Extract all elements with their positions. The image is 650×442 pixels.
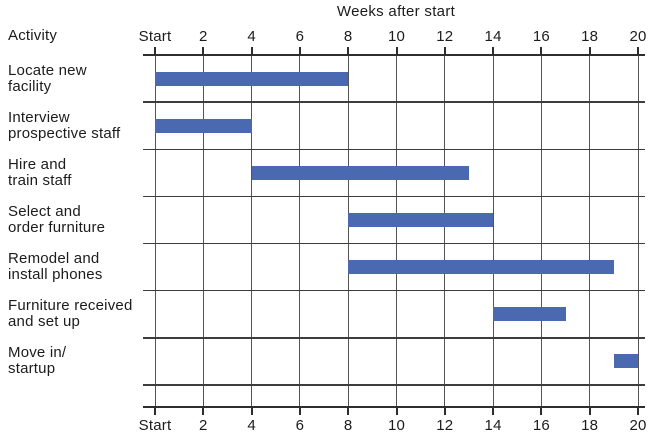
- activity-label-line: and set up: [8, 313, 81, 331]
- bottom-tick-4: [250, 407, 253, 415]
- bottom-tick-2: [202, 407, 205, 415]
- top-tick-12: [443, 47, 446, 55]
- bottom-axis-label-14: 14: [484, 417, 502, 434]
- activity-label-line: Move in/: [8, 344, 67, 362]
- top-tick-18: [588, 47, 591, 55]
- bottom-axis-label-6: 6: [295, 417, 305, 434]
- activity-label-row-7: Move in/startup: [8, 345, 153, 377]
- top-axis-label-2: 2: [199, 28, 208, 45]
- gridline-week-16: [540, 55, 542, 407]
- gridline-week-8: [347, 55, 349, 407]
- gridline-week-12: [444, 55, 446, 407]
- bottom-tick-18: [588, 407, 591, 415]
- bottom-axis-label-10: 10: [387, 417, 406, 434]
- activity-label-line: Furniture received: [8, 297, 133, 315]
- bottom-axis-label-2: 2: [199, 417, 208, 434]
- activity-label-line: prospective staff: [8, 124, 121, 142]
- bottom-tick-Start: [154, 407, 156, 415]
- top-tick-16: [540, 47, 543, 55]
- row-separator-4: [143, 242, 645, 245]
- top-axis-label-8: 8: [343, 28, 353, 45]
- activity-label-line: order furniture: [8, 219, 106, 236]
- activity-label-row-1: Locate new facility: [8, 61, 153, 95]
- top-axis-label-14: 14: [484, 28, 502, 45]
- gridline-week-2: [202, 55, 204, 407]
- activity-label-row-5: Remodel and install phones: [8, 251, 153, 283]
- bottom-tick-16: [540, 407, 543, 415]
- bottom-axis-label-4: 4: [247, 417, 256, 434]
- row-separator-1: [143, 101, 645, 103]
- top-axis-label-16: 16: [532, 28, 550, 45]
- activity-label-line: Remodel and: [8, 250, 100, 268]
- top-axis-label-4: 4: [247, 28, 256, 45]
- bottom-tick-20: [637, 407, 639, 415]
- top-axis-label-Start: Start: [138, 28, 172, 45]
- gridline-week-4: [251, 55, 253, 407]
- top-tick-2: [202, 47, 205, 55]
- bottom-tick-12: [443, 407, 446, 415]
- bottom-tick-8: [347, 407, 350, 415]
- row-separator-3: [143, 195, 645, 198]
- row-separator-7: [143, 384, 645, 386]
- gantt-bar-row-7: [613, 354, 638, 369]
- top-tick-Start: [154, 47, 156, 55]
- gantt-bar-row-2: [155, 118, 252, 133]
- bottom-axis-label-20: 20: [629, 417, 647, 434]
- gridline-week-6: [299, 55, 301, 407]
- activity-label-line: startup: [8, 360, 56, 378]
- top-tick-20: [637, 47, 639, 55]
- gantt-bar-row-6: [493, 307, 566, 322]
- gantt-bar-row-4: [348, 213, 494, 227]
- bottom-axis-label-8: 8: [343, 417, 353, 434]
- gridline-week-Start: [154, 55, 156, 407]
- activity-label-row-4: Select and order furniture: [8, 204, 153, 236]
- activity-label-line: Hire and: [8, 155, 67, 173]
- activity-label-row-3: Hire and train staff: [8, 155, 153, 189]
- top-axis-line: [143, 54, 645, 56]
- bottom-tick-14: [492, 407, 495, 415]
- activity-label-line: facility: [8, 77, 52, 95]
- activity-label-line: train staff: [8, 171, 72, 189]
- top-tick-8: [347, 47, 350, 55]
- row-separator-6: [143, 337, 645, 339]
- bottom-axis-label-16: 16: [532, 417, 550, 434]
- top-axis-label-12: 12: [436, 28, 454, 45]
- activity-label-line: install phones: [8, 266, 103, 284]
- top-axis-label-18: 18: [581, 28, 599, 45]
- bottom-axis-label-18: 18: [581, 417, 599, 434]
- top-axis-label-10: 10: [387, 28, 406, 45]
- gantt-bar-row-3: [251, 165, 469, 180]
- row-separator-5: [143, 289, 645, 292]
- activity-label-line: Locate new: [8, 61, 87, 79]
- top-tick-14: [492, 47, 495, 55]
- top-tick-6: [298, 47, 301, 55]
- top-axis-label-20: 20: [629, 28, 647, 45]
- top-axis-label-6: 6: [295, 28, 305, 45]
- gridline-week-10: [396, 55, 397, 407]
- bottom-axis-label-Start: Start: [138, 417, 172, 434]
- top-tick-4: [250, 47, 253, 55]
- gridline-week-14: [492, 55, 494, 407]
- bottom-tick-6: [298, 407, 301, 415]
- bottom-axis-label-12: 12: [436, 417, 454, 434]
- activity-column-header: Activity: [8, 27, 58, 44]
- bottom-tick-10: [395, 407, 398, 415]
- row-separator-2: [143, 148, 645, 151]
- gridline-week-18: [589, 55, 591, 407]
- activity-label-line: Select and: [8, 203, 81, 220]
- gantt-bar-row-1: [155, 71, 349, 86]
- top-tick-10: [395, 47, 398, 55]
- activity-label-row-2: Interview prospective staff: [8, 108, 153, 142]
- gridline-week-20: [637, 55, 639, 407]
- bottom-axis-line: [143, 406, 645, 408]
- chart-title: Weeks after start: [336, 3, 456, 20]
- activity-label-line: Interview: [8, 108, 70, 126]
- activity-label-row-6: Furniture received and set up: [8, 298, 153, 330]
- gantt-bar-row-5: [348, 260, 614, 275]
